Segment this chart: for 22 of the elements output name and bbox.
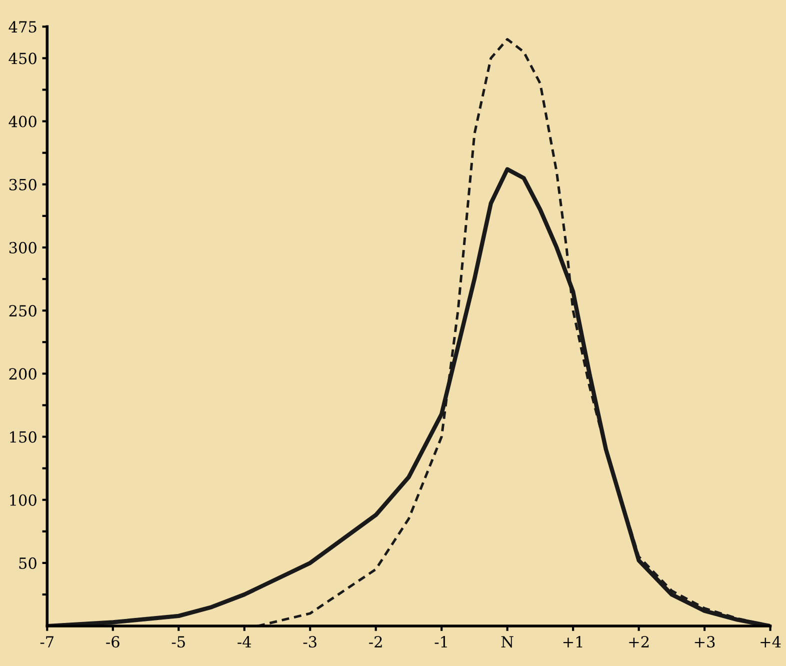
x-tick-label: +3	[694, 636, 715, 648]
y-tick-label: 400	[8, 116, 36, 128]
y-tick-label: 475	[8, 21, 36, 33]
x-tick-label: -5	[172, 636, 185, 648]
x-tick-label: +2	[629, 636, 649, 648]
x-tick-label: -7	[40, 636, 54, 648]
y-tick-label: 100	[10, 494, 36, 506]
y-tick-label: 300	[9, 242, 36, 254]
y-tick-label: 250	[9, 305, 36, 317]
x-tick-label: N	[501, 636, 514, 648]
y-tick-label: 50	[19, 557, 36, 569]
x-tick-label: +1	[563, 636, 582, 648]
y-tick-label: 450	[8, 52, 36, 64]
y-tick-label: 200	[9, 368, 36, 380]
x-tick-label: -2	[369, 636, 382, 648]
x-tick-label: +4	[760, 636, 781, 648]
x-tick-label: -4	[238, 636, 252, 648]
y-tick-label: 150	[10, 431, 36, 443]
x-tick-label: -1	[434, 636, 447, 648]
x-tick-label: -6	[106, 636, 120, 648]
y-tick-label: 350	[9, 178, 36, 190]
x-tick-label: -3	[303, 636, 316, 648]
